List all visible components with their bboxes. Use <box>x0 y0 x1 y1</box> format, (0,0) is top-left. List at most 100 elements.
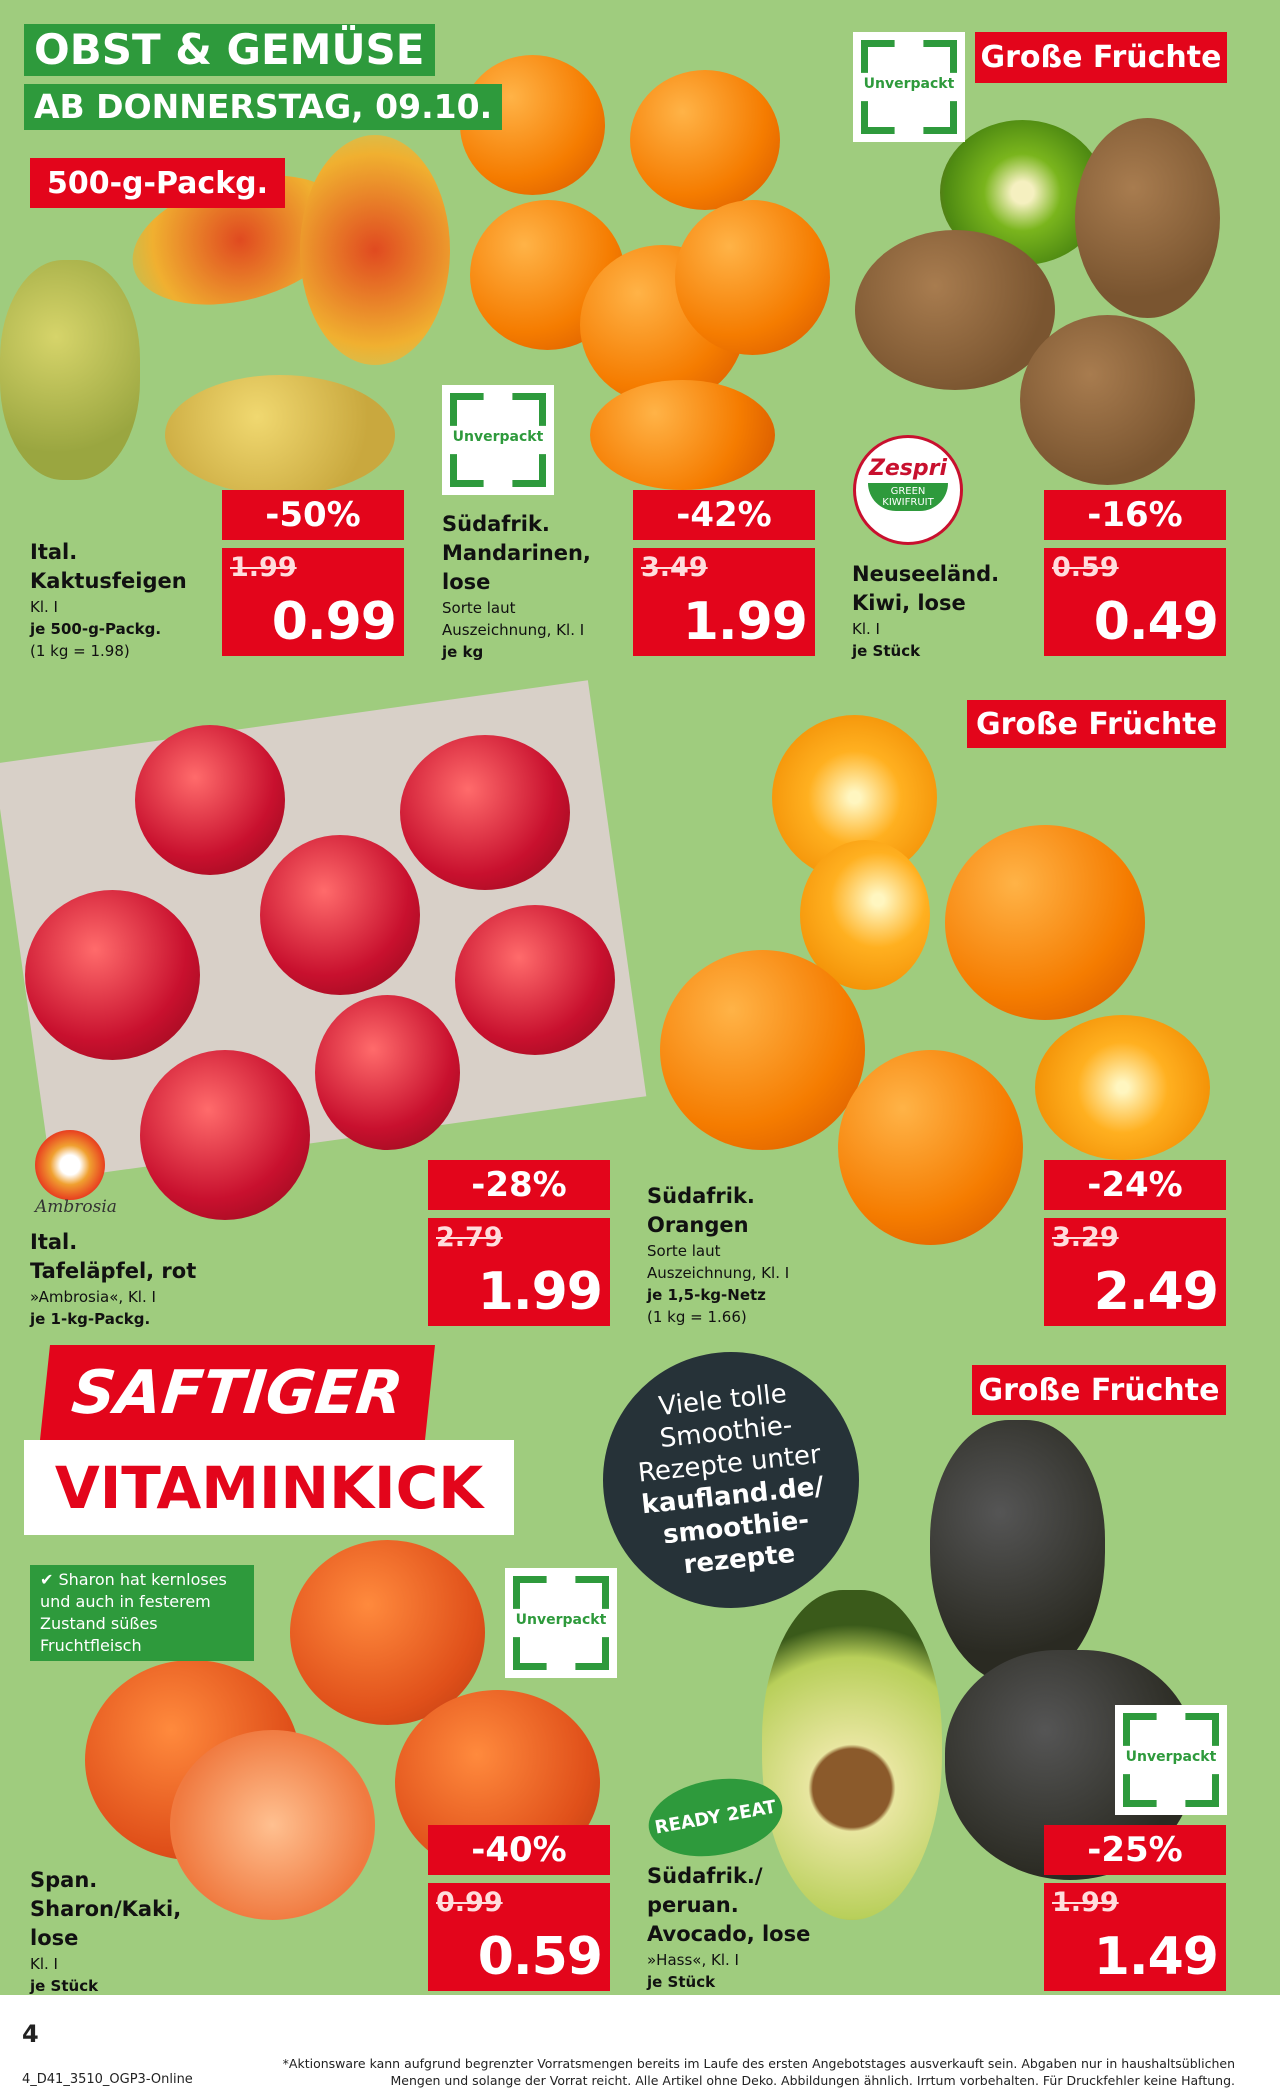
current-price: 1.49 <box>1093 1927 1219 1987</box>
apple-image <box>400 735 570 890</box>
unverpackt-text: Unverpackt <box>515 1612 607 1628</box>
pack-size-badge: 500-g-Packg. <box>30 158 285 208</box>
apple-image <box>140 1050 310 1220</box>
product-unit: je 500-g-Packg. <box>30 620 162 638</box>
kiwi-image <box>855 230 1055 390</box>
apple-image <box>315 995 460 1150</box>
current-price: 0.99 <box>271 592 397 652</box>
apple-image <box>135 725 285 875</box>
old-price: 3.29 <box>1052 1222 1119 1253</box>
disclaimer: *Aktionsware kann aufgrund begrenzter Vo… <box>250 2055 1235 2089</box>
product-name: Südafrik./ <box>647 1864 763 1888</box>
price-box: 0.99 0.59 <box>428 1883 610 1991</box>
discount-badge: -28% <box>428 1160 610 1210</box>
page-title: OBST & GEMÜSE <box>24 24 435 76</box>
unverpackt-text: Unverpackt <box>452 429 544 445</box>
disclaimer-line-1: *Aktionsware kann aufgrund begrenzter Vo… <box>282 2056 1235 2071</box>
mandarin-image <box>675 200 830 355</box>
discount-badge: -24% <box>1044 1160 1226 1210</box>
product-detail: Auszeichnung, Kl. I <box>442 621 585 639</box>
price-box: 3.29 2.49 <box>1044 1218 1226 1326</box>
product-detail: Kl. I <box>30 1955 58 1973</box>
product-description: Ital. Kaktusfeigen Kl. I je 500-g-Packg. (1 … <box>30 538 187 662</box>
product-unit: je 1-kg-Packg. <box>30 1310 151 1328</box>
kiwi-image <box>1020 315 1195 485</box>
mandarin-image <box>590 380 775 490</box>
discount-badge: -42% <box>633 490 815 540</box>
unverpackt-badge: Unverpackt <box>505 1568 617 1678</box>
product-name: Sharon/Kaki, <box>30 1897 182 1921</box>
unit-price: (1 kg = 1.98) <box>30 642 130 660</box>
product-detail: Kl. I <box>852 620 880 638</box>
cactus-fig-image <box>0 260 140 480</box>
apple-image <box>455 905 615 1055</box>
zespri-logo: Zespri GREEN KIWIFRUIT <box>853 435 963 545</box>
current-price: 0.49 <box>1093 592 1219 652</box>
price-box: 1.99 0.99 <box>222 548 404 656</box>
product-name: Span. <box>30 1868 98 1892</box>
product-unit: je kg <box>442 643 484 661</box>
product-name: Ital. <box>30 540 78 564</box>
product-name: Neuseeländ. <box>852 562 1000 586</box>
promo-line-2: VITAMINKICK <box>54 1453 484 1522</box>
product-name: peruan. <box>647 1893 739 1917</box>
price-box: 2.79 1.99 <box>428 1218 610 1326</box>
apple-image <box>25 890 200 1060</box>
price-box: 0.59 0.49 <box>1044 548 1226 656</box>
ready-2-eat-text: READY 2EAT <box>653 1796 778 1839</box>
zespri-logo-text: Zespri <box>868 456 948 481</box>
product-detail: Sorte laut <box>647 1242 721 1260</box>
sharon-info-box: ✔ Sharon hat kernloses und auch in feste… <box>30 1565 254 1661</box>
product-description: Südafrik. Mandarinen, lose Sorte laut Auszei… <box>442 510 591 663</box>
big-fruits-badge: Große Früchte <box>972 1365 1226 1415</box>
orange-half-image <box>1035 1015 1210 1160</box>
product-description: Südafrik./ peruan. Avocado, lose »Hass«, Kl… <box>647 1862 810 1993</box>
product-name: Mandarinen, <box>442 541 591 565</box>
unit-price: (1 kg = 1.66) <box>647 1308 747 1326</box>
unverpackt-text: Unverpackt <box>863 76 955 92</box>
orange-image <box>838 1050 1023 1245</box>
product-name: Orangen <box>647 1213 749 1237</box>
product-description: Span. Sharon/Kaki, lose Kl. I je Stück <box>30 1866 181 1997</box>
product-description: Südafrik. Orangen Sorte laut Auszeichnung, … <box>647 1182 789 1328</box>
product-name: Ital. <box>30 1230 78 1254</box>
ambrosia-logo <box>35 1130 105 1200</box>
big-fruits-badge: Große Früchte <box>967 700 1226 748</box>
smoothie-circle[interactable]: Viele tolle Smoothie- Rezepte unter kauf… <box>590 1339 872 1621</box>
orange-image <box>945 825 1145 1020</box>
unverpackt-text: Unverpackt <box>1125 1749 1217 1765</box>
price-box: 3.49 1.99 <box>633 548 815 656</box>
current-price: 1.99 <box>477 1262 603 1322</box>
catalog-code: 4_D41_3510_OGP3-Online <box>22 2072 193 2087</box>
big-fruits-badge: Große Früchte <box>975 32 1227 83</box>
product-unit: je Stück <box>647 1973 716 1991</box>
zespri-sub-text: GREEN KIWIFRUIT <box>868 483 948 511</box>
old-price: 3.49 <box>641 552 708 583</box>
promo-headline-1: SAFTIGER <box>40 1345 435 1440</box>
cactus-fig-image <box>165 375 395 495</box>
product-detail: Kl. I <box>30 598 58 616</box>
product-unit: je Stück <box>30 1977 99 1995</box>
avocado-half-image <box>762 1590 942 1920</box>
product-description: Neuseeländ. Kiwi, lose Kl. I je Stück <box>852 560 999 662</box>
apple-image <box>260 835 420 995</box>
unverpackt-badge: Unverpackt <box>853 32 965 142</box>
unverpackt-badge: Unverpackt <box>1115 1705 1227 1815</box>
discount-badge: -25% <box>1044 1825 1226 1875</box>
product-detail: »Ambrosia«, Kl. I <box>30 1288 156 1306</box>
current-price: 2.49 <box>1093 1262 1219 1322</box>
orange-image <box>660 950 865 1150</box>
old-price: 1.99 <box>230 552 297 583</box>
mandarin-image <box>630 70 780 210</box>
cactus-fig-cut-image <box>300 135 450 365</box>
price-box: 1.99 1.49 <box>1044 1883 1226 1991</box>
avocado-image <box>930 1420 1105 1685</box>
kaki-image <box>290 1540 485 1725</box>
product-name: Kiwi, lose <box>852 591 966 615</box>
product-name: Kaktusfeigen <box>30 569 187 593</box>
kaki-half-image <box>170 1730 375 1920</box>
product-description: Ital. Tafeläpfel, rot »Ambrosia«, Kl. I je … <box>30 1228 196 1330</box>
current-price: 0.59 <box>477 1927 603 1987</box>
promo-headline-2: VITAMINKICK <box>24 1440 514 1535</box>
current-price: 1.99 <box>682 592 808 652</box>
